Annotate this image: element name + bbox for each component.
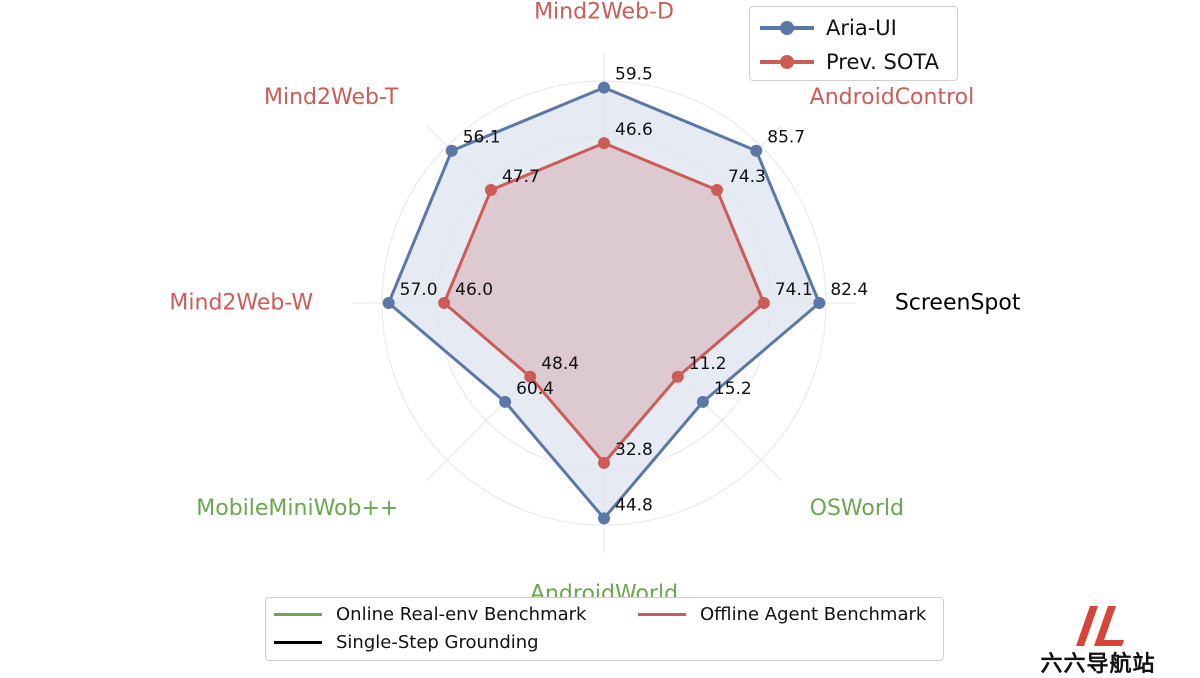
point-aria-ui-mind2web-d <box>598 81 610 94</box>
point-prev-sota-osworld <box>671 370 684 383</box>
area-prev-sota <box>444 143 764 463</box>
value-label-aria-ui-androidcontrol: 85.7 <box>767 128 805 148</box>
legend-entry-online: Online Real-env Benchmark <box>274 601 586 627</box>
value-label-aria-ui-mind2web-d: 59.5 <box>615 65 653 85</box>
legend-label-aria-ui: Aria-UI <box>826 16 897 40</box>
point-prev-sota-screenspot <box>757 297 770 309</box>
legend-swatch-prev-sota <box>760 47 814 77</box>
legend-entry-offline: Offline Agent Benchmark <box>638 601 926 627</box>
watermark-mark-icon <box>1076 606 1124 646</box>
series-legend: Aria-UI Prev. SOTA <box>749 6 958 81</box>
value-label-aria-ui-mind2web-t: 56.1 <box>463 128 501 148</box>
axis-label-mind2web-d: Mind2Web-D <box>534 0 674 25</box>
legend-label-online: Online Real-env Benchmark <box>336 603 587 625</box>
legend-entry-aria-ui: Aria-UI <box>760 13 897 43</box>
point-aria-ui-mind2web-t <box>445 144 458 157</box>
point-aria-ui-screenspot <box>813 297 826 309</box>
benchmark-type-legend: Online Real-env Benchmark Single-Step Gr… <box>265 597 944 661</box>
axis-label-screenspot: ScreenSpot <box>895 291 1021 316</box>
point-prev-sota-androidcontrol <box>711 183 724 196</box>
legend-line-grounding <box>274 640 322 644</box>
point-aria-ui-mobileminiwob <box>499 395 512 408</box>
point-aria-ui-androidcontrol <box>750 144 763 157</box>
legend-swatch-aria-ui <box>760 13 814 43</box>
value-label-aria-ui-osworld: 15.2 <box>714 379 752 399</box>
legend-entry-grounding: Single-Step Grounding <box>274 629 539 655</box>
value-label-prev-sota-screenspot: 74.1 <box>775 280 813 300</box>
value-label-prev-sota-androidworld: 32.8 <box>615 440 653 460</box>
watermark-text: 六六导航站 <box>1040 652 1156 677</box>
value-label-prev-sota-androidcontrol: 74.3 <box>728 167 766 187</box>
legend-label-prev-sota: Prev. SOTA <box>826 50 939 74</box>
watermark-logo: 六六导航站 <box>1028 602 1168 677</box>
axis-label-mobileminiwob: MobileMiniWob++ <box>196 496 398 521</box>
radar-series <box>382 81 826 525</box>
value-label-aria-ui-mind2web-w: 57.0 <box>400 280 438 300</box>
point-prev-sota-mobileminiwob <box>524 370 537 383</box>
value-label-prev-sota-mobileminiwob: 48.4 <box>541 354 579 374</box>
legend-line-offline <box>638 612 686 616</box>
point-aria-ui-osworld <box>696 395 709 408</box>
value-label-aria-ui-androidworld: 44.8 <box>615 495 653 515</box>
axis-label-mind2web-w: Mind2Web-W <box>169 291 313 316</box>
value-label-prev-sota-mind2web-d: 46.6 <box>615 120 653 140</box>
legend-entry-prev-sota: Prev. SOTA <box>760 47 939 77</box>
legend-label-offline: Offline Agent Benchmark <box>700 603 927 625</box>
value-label-prev-sota-mind2web-w: 46.0 <box>455 280 493 300</box>
point-prev-sota-mind2web-d <box>598 137 610 150</box>
point-prev-sota-androidworld <box>598 456 610 469</box>
axis-label-mind2web-t: Mind2Web-T <box>264 85 399 110</box>
axis-label-osworld: OSWorld <box>810 496 904 521</box>
point-aria-ui-mind2web-w <box>382 297 395 309</box>
legend-label-grounding: Single-Step Grounding <box>336 631 539 653</box>
value-label-aria-ui-screenspot: 82.4 <box>830 280 868 300</box>
point-prev-sota-mind2web-t <box>484 183 497 196</box>
value-label-aria-ui-mobileminiwob: 60.4 <box>516 379 554 399</box>
value-label-prev-sota-mind2web-t: 47.7 <box>502 167 540 187</box>
point-prev-sota-mind2web-w <box>438 297 451 309</box>
legend-line-online <box>274 612 322 616</box>
point-aria-ui-androidworld <box>598 512 610 525</box>
axis-label-androidcontrol: AndroidControl <box>810 85 975 110</box>
value-label-prev-sota-osworld: 11.2 <box>689 354 727 374</box>
